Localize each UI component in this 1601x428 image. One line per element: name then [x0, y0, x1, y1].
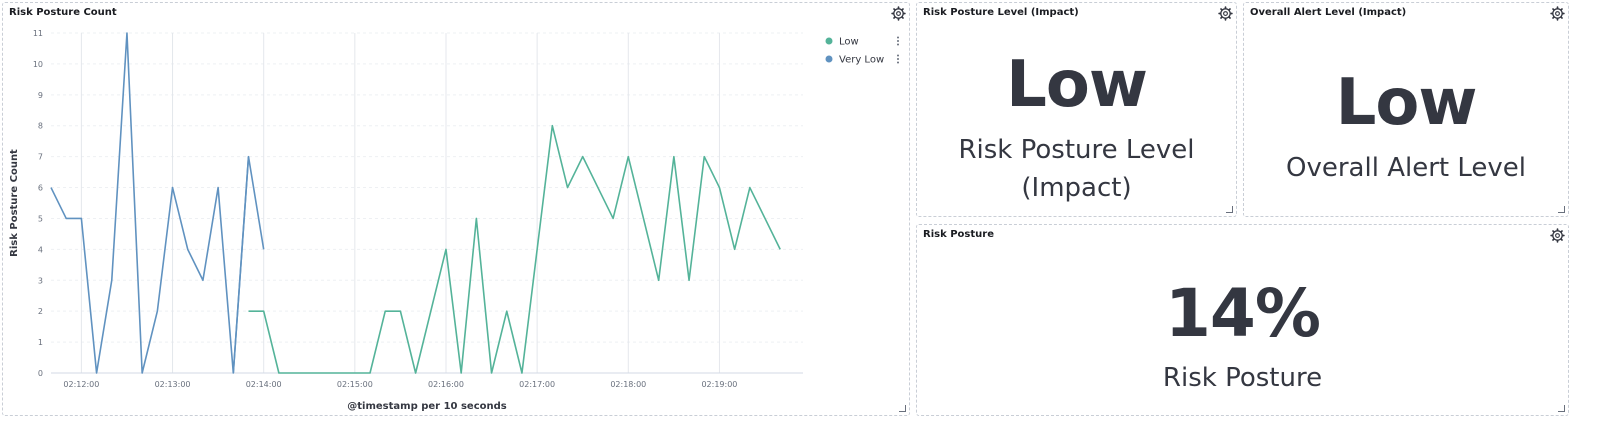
resize-handle-icon[interactable]	[1226, 206, 1233, 213]
more-vertical-icon	[897, 40, 899, 42]
y-tick-label: 2	[38, 307, 43, 316]
legend-item-label: Low	[839, 37, 859, 48]
more-vertical-icon	[897, 36, 899, 39]
panel-title: Risk Posture	[923, 229, 994, 240]
gear-icon[interactable]	[1550, 228, 1565, 243]
metric-value: Low	[1335, 66, 1478, 140]
resize-handle-icon[interactable]	[1558, 405, 1565, 412]
resize-handle-icon[interactable]	[899, 405, 906, 412]
series-line-very-low	[232, 155, 265, 374]
y-tick-label: 3	[38, 276, 43, 285]
y-tick-label: 10	[33, 60, 43, 69]
y-tick-label: 9	[38, 91, 43, 100]
x-tick-label: 02:16:00	[428, 380, 464, 389]
y-tick-label: 11	[33, 29, 43, 38]
more-vertical-icon	[897, 43, 899, 46]
x-tick-label: 02:15:00	[337, 380, 373, 389]
more-vertical-icon	[897, 61, 899, 64]
panel-title: Risk Posture Count	[9, 7, 117, 18]
x-tick-label: 02:17:00	[519, 380, 555, 389]
gear-icon[interactable]	[891, 6, 906, 21]
metric-value: Low	[1006, 48, 1148, 122]
overall-alert-level-panel: Overall Alert Level (Impact) Low Overall…	[1243, 2, 1569, 217]
metric-value: 14%	[1165, 275, 1321, 352]
legend-swatch	[825, 37, 833, 45]
x-tick-label: 02:12:00	[63, 380, 99, 389]
y-tick-label: 8	[38, 122, 43, 131]
y-tick-label: 1	[38, 338, 43, 347]
metric-label: Risk Posture	[1162, 363, 1323, 393]
risk-posture-count-panel: Risk Posture Count 0 1 2 3 4 5 6 7 8 9 10 11 02:12:0…	[2, 2, 910, 416]
risk-posture-count-chart: 0 1 2 3 4 5 6 7 8 9 10 11 02:12:00 02:13:00 02:14:00 02…	[9, 29, 899, 412]
y-tick-label: 7	[38, 153, 43, 162]
legend-swatch	[825, 55, 833, 63]
resize-handle-icon[interactable]	[1558, 206, 1565, 213]
x-tick-label: 02:19:00	[701, 380, 737, 389]
more-vertical-icon	[897, 54, 899, 57]
more-vertical-icon	[897, 58, 899, 60]
metric-label: Risk Posture Level (Impact)	[958, 135, 1195, 203]
y-tick-label: 4	[38, 245, 43, 254]
legend-item-label: Very Low	[839, 55, 884, 66]
series-line-very-low	[50, 32, 250, 374]
risk-posture-level-panel: Risk Posture Level (Impact) Low Risk Pos…	[916, 2, 1237, 217]
gear-icon[interactable]	[1218, 6, 1233, 21]
x-axis-title: @timestamp per 10 seconds	[347, 401, 507, 412]
y-tick-label: 0	[38, 369, 43, 378]
y-tick-label: 5	[38, 214, 43, 223]
panel-title: Overall Alert Level (Impact)	[1250, 7, 1407, 18]
y-tick-label: 6	[38, 184, 43, 193]
risk-posture-panel: Risk Posture 14% Risk Posture	[916, 224, 1569, 416]
x-tick-label: 02:14:00	[246, 380, 282, 389]
x-tick-label: 02:13:00	[155, 380, 191, 389]
series-line-low	[248, 124, 781, 374]
gear-icon[interactable]	[1550, 6, 1565, 21]
y-axis-title: Risk Posture Count	[9, 149, 20, 257]
panel-title: Risk Posture Level (Impact)	[923, 7, 1079, 18]
x-tick-label: 02:18:00	[610, 380, 646, 389]
metric-label: Overall Alert Level	[1286, 153, 1526, 183]
